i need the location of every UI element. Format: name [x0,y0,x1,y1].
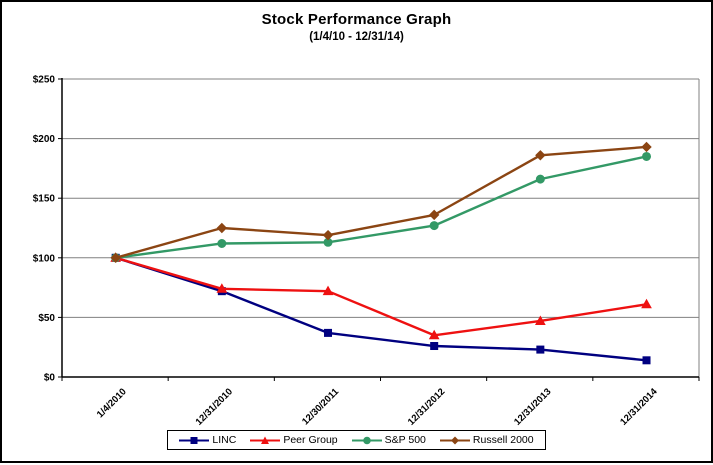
data-point-peer-group [534,315,546,325]
data-point-linc [536,345,545,354]
legend-item-linc: LINC [179,434,236,446]
series-line-peer-group [115,256,647,337]
data-point-s-p-500 [642,151,652,161]
data-point-s-p-500 [429,221,439,231]
data-point-peer-group [428,329,440,340]
series-line-s-p-500 [115,155,647,259]
data-point-russell-2000 [641,141,652,153]
chart-subtitle: (1/4/10 - 12/31/14) [309,30,404,43]
legend-square-marker-icon [179,436,210,444]
diamond-icon [450,436,459,444]
y-tick-label: $150 [33,194,56,205]
series-line-russell-2000 [115,145,647,259]
data-point-peer-group [322,285,334,296]
data-point-russell-2000 [110,252,121,264]
data-point-russell-2000 [216,222,228,234]
legend-label: Russell 2000 [472,434,534,446]
chart-title: Stock Performance Graph [261,11,452,28]
data-point-russell-2000 [322,229,334,241]
x-tick-label: 12/31/2012 [406,386,447,427]
y-tick-label: $0 [44,373,56,384]
square-icon [190,436,198,444]
y-tick-label: $50 [38,313,55,324]
legend-item-s-p-500: S&P 500 [351,434,426,446]
data-point-russell-2000 [535,150,546,161]
data-point-linc [642,356,651,365]
x-tick-label: 12/31/2010 [194,386,235,427]
data-point-linc [430,342,439,351]
legend-label: LINC [212,434,237,446]
data-point-peer-group [216,283,228,293]
chart-header: Stock Performance Graph (1/4/10 - 12/31/… [2,11,711,44]
y-tick-label: $100 [33,253,56,264]
series-line-linc [115,256,647,362]
data-point-linc [324,328,333,337]
legend: LINC Peer Group S&P 500 Russell 2000 [2,430,711,450]
x-tick-label: 1/4/2010 [95,386,129,420]
circle-icon [362,436,371,444]
legend-circle-marker-icon [351,436,382,444]
legend-diamond-marker-icon [439,436,470,444]
legend-item-russell-2000: Russell 2000 [439,434,534,446]
legend-triangle-marker-icon [250,436,281,444]
y-tick-label: $250 [33,75,56,86]
x-tick-label: 12/31/2013 [512,386,553,427]
data-point-russell-2000 [428,209,440,221]
legend-label: Peer Group [283,434,338,446]
data-point-s-p-500 [535,174,545,184]
legend-label: S&P 500 [384,434,426,446]
data-point-peer-group [641,298,652,309]
legend-item-peer-group: Peer Group [250,434,338,446]
legend-box: LINC Peer Group S&P 500 Russell 2000 [167,430,546,450]
data-point-s-p-500 [217,238,227,248]
x-tick-label: 12/31/2014 [618,386,660,428]
x-tick-label: 12/30/2011 [300,386,342,428]
y-tick-label: $200 [33,134,56,145]
triangle-icon [261,436,270,444]
